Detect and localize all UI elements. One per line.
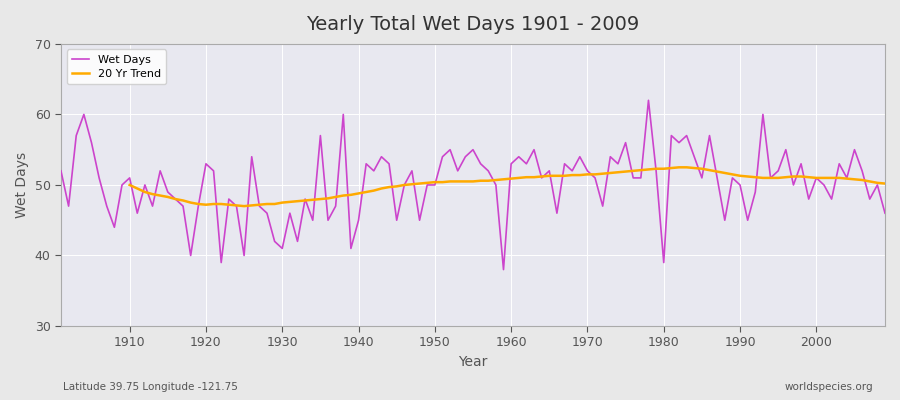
Wet Days: [284, 211, 295, 216]
Text: worldspecies.org: worldspecies.org: [785, 382, 873, 392]
Title: Yearly Total Wet Days 1901 - 2009: Yearly Total Wet Days 1901 - 2009: [306, 15, 640, 34]
20 Yr Trend: [833, 176, 844, 180]
Wet Days: [498, 267, 508, 272]
20 Yr Trend: [277, 200, 288, 205]
Wet Days: [644, 98, 654, 103]
20 Yr Trend: [879, 181, 890, 186]
Wet Days: [56, 168, 67, 173]
Line: Wet Days: Wet Days: [61, 100, 885, 270]
Wet Days: [117, 182, 128, 187]
X-axis label: Year: Year: [458, 355, 488, 369]
Text: Latitude 39.75 Longitude -121.75: Latitude 39.75 Longitude -121.75: [63, 382, 238, 392]
Wet Days: [513, 154, 524, 159]
Wet Days: [879, 211, 890, 216]
20 Yr Trend: [308, 197, 319, 202]
20 Yr Trend: [857, 178, 868, 182]
Legend: Wet Days, 20 Yr Trend: Wet Days, 20 Yr Trend: [67, 50, 166, 84]
Y-axis label: Wet Days: Wet Days: [15, 152, 29, 218]
Wet Days: [330, 204, 341, 208]
Wet Days: [506, 161, 517, 166]
20 Yr Trend: [673, 165, 684, 170]
Wet Days: [605, 154, 616, 159]
Line: 20 Yr Trend: 20 Yr Trend: [130, 167, 885, 206]
20 Yr Trend: [521, 175, 532, 180]
20 Yr Trend: [124, 182, 135, 187]
20 Yr Trend: [238, 204, 249, 208]
20 Yr Trend: [582, 172, 593, 177]
